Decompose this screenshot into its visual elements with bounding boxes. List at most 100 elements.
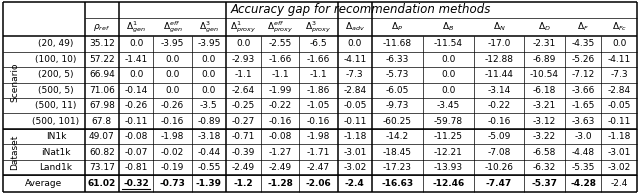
Bar: [601, 67, 637, 82]
Text: -1.27: -1.27: [269, 148, 292, 157]
Text: (500, 5): (500, 5): [38, 86, 74, 95]
Bar: [154, 144, 191, 160]
Bar: [422, 82, 474, 98]
Bar: [226, 36, 261, 52]
Bar: [3, 2, 84, 36]
Text: -1.98: -1.98: [307, 132, 330, 141]
Text: -3.02: -3.02: [343, 163, 367, 172]
Bar: [524, 98, 565, 113]
Text: -0.05: -0.05: [607, 101, 631, 110]
Text: -0.73: -0.73: [159, 179, 186, 188]
Bar: [154, 67, 191, 82]
Text: -3.21: -3.21: [532, 101, 556, 110]
Bar: [372, 52, 422, 67]
Bar: [565, 52, 601, 67]
Text: 67.8: 67.8: [92, 117, 112, 126]
Bar: [28, 113, 84, 129]
Text: -0.26: -0.26: [125, 101, 148, 110]
Bar: [154, 98, 191, 113]
Bar: [154, 18, 191, 36]
Text: -1.18: -1.18: [343, 132, 367, 141]
Text: 0.0: 0.0: [202, 86, 216, 95]
Text: -11.25: -11.25: [434, 132, 463, 141]
Text: -14.2: -14.2: [386, 132, 409, 141]
Text: -0.16: -0.16: [269, 117, 292, 126]
Bar: [338, 36, 372, 52]
Bar: [119, 52, 154, 67]
Bar: [226, 18, 261, 36]
Text: -3.5: -3.5: [200, 101, 218, 110]
Bar: [565, 67, 601, 82]
Text: (100, 10): (100, 10): [35, 55, 77, 64]
Text: -1.1: -1.1: [310, 70, 328, 79]
Text: -6.32: -6.32: [532, 163, 556, 172]
Text: -4.11: -4.11: [343, 55, 367, 64]
Bar: [84, 2, 637, 18]
Text: -4.35: -4.35: [572, 39, 595, 48]
Bar: [261, 36, 300, 52]
Text: Average: Average: [25, 179, 62, 188]
Bar: [601, 129, 637, 144]
Text: -60.25: -60.25: [383, 117, 412, 126]
Text: -2.84: -2.84: [608, 86, 631, 95]
Text: $\Delta_{D}$: $\Delta_{D}$: [538, 21, 551, 33]
Text: -2.84: -2.84: [343, 86, 367, 95]
Bar: [524, 175, 565, 192]
Text: 0.0: 0.0: [165, 70, 180, 79]
Bar: [372, 67, 422, 82]
Text: -2.55: -2.55: [269, 39, 292, 48]
Text: -0.14: -0.14: [125, 86, 148, 95]
Text: Land1k: Land1k: [40, 163, 72, 172]
Bar: [119, 67, 154, 82]
Text: -3.95: -3.95: [197, 39, 220, 48]
Text: -1.28: -1.28: [268, 179, 293, 188]
Bar: [338, 175, 372, 192]
Text: -2.64: -2.64: [232, 86, 255, 95]
Bar: [372, 18, 422, 36]
Bar: [422, 98, 474, 113]
Bar: [84, 82, 119, 98]
Text: (500, 101): (500, 101): [33, 117, 79, 126]
Text: 57.22: 57.22: [89, 55, 115, 64]
Bar: [261, 18, 300, 36]
Bar: [372, 36, 422, 52]
Text: -1.98: -1.98: [161, 132, 184, 141]
Text: -10.26: -10.26: [484, 163, 513, 172]
Text: -5.26: -5.26: [572, 55, 595, 64]
Bar: [422, 144, 474, 160]
Bar: [422, 175, 474, 192]
Text: -0.19: -0.19: [161, 163, 184, 172]
Bar: [601, 160, 637, 175]
Bar: [191, 129, 226, 144]
Text: 0.0: 0.0: [165, 55, 180, 64]
Bar: [601, 175, 637, 192]
Bar: [338, 160, 372, 175]
Text: -0.16: -0.16: [161, 117, 184, 126]
Text: -2.49: -2.49: [232, 163, 255, 172]
Bar: [372, 160, 422, 175]
Text: 0.0: 0.0: [441, 86, 456, 95]
Bar: [226, 129, 261, 144]
Text: -6.05: -6.05: [386, 86, 409, 95]
Bar: [226, 98, 261, 113]
Bar: [28, 82, 84, 98]
Text: 35.12: 35.12: [89, 39, 115, 48]
Bar: [524, 129, 565, 144]
Bar: [191, 98, 226, 113]
Text: -0.81: -0.81: [125, 163, 148, 172]
Text: Accuracy gap for recommendation methods: Accuracy gap for recommendation methods: [231, 3, 492, 16]
Bar: [338, 98, 372, 113]
Bar: [422, 52, 474, 67]
Bar: [191, 175, 226, 192]
Bar: [119, 82, 154, 98]
Text: -3.45: -3.45: [436, 101, 460, 110]
Text: -2.49: -2.49: [269, 163, 292, 172]
Bar: [261, 98, 300, 113]
Text: $\Delta_{Fc}$: $\Delta_{Fc}$: [612, 21, 627, 33]
Bar: [300, 67, 338, 82]
Bar: [372, 82, 422, 98]
Text: 60.82: 60.82: [89, 148, 115, 157]
Text: (500, 11): (500, 11): [35, 101, 77, 110]
Bar: [474, 113, 524, 129]
Bar: [191, 144, 226, 160]
